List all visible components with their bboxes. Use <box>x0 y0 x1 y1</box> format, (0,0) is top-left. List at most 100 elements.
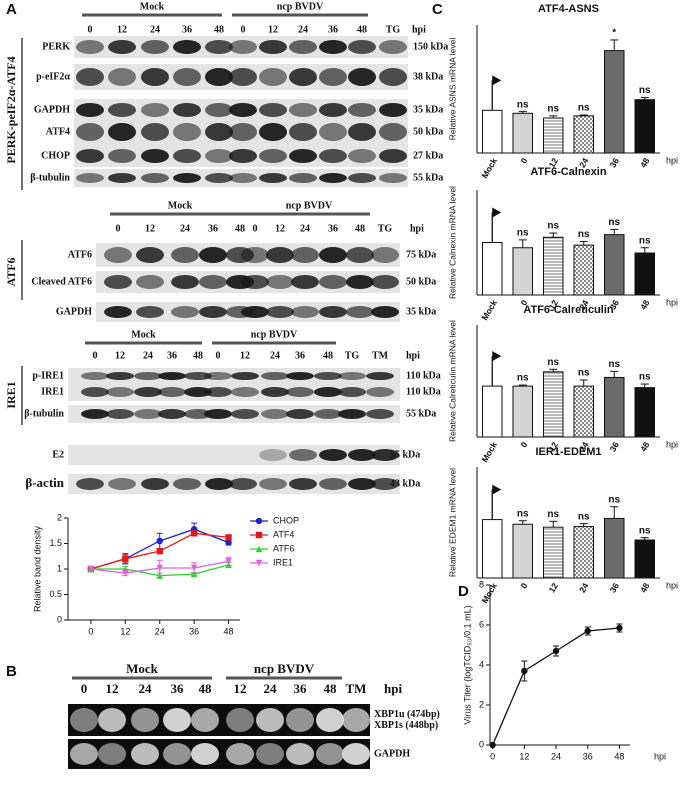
band <box>204 372 232 380</box>
group-label: ncp BVDV <box>286 200 333 211</box>
lane-label: 12 <box>275 223 285 234</box>
band <box>319 103 347 117</box>
group-label: Mock <box>126 661 159 676</box>
lane-label: 12 <box>117 24 127 35</box>
reference-flag <box>492 75 502 86</box>
lane-label: 24 <box>143 350 153 361</box>
x-tick-label: 12 <box>547 581 561 594</box>
marker <box>156 564 163 572</box>
band <box>81 372 109 380</box>
lane-label: 12 <box>115 350 125 361</box>
band <box>205 149 233 163</box>
size-label: 150 kDa <box>413 41 448 52</box>
band <box>141 68 169 86</box>
annotation: ns <box>608 494 620 505</box>
blot-side-label: ATF6 <box>4 257 18 286</box>
band <box>371 247 399 263</box>
lane-label: 0 <box>116 223 121 234</box>
y-tick-label: 6 <box>479 619 484 629</box>
annotation: ns <box>639 235 651 246</box>
bar <box>542 526 564 579</box>
band <box>259 149 287 163</box>
band <box>229 123 257 141</box>
band <box>289 68 317 86</box>
x-tick-label: 48 <box>614 751 624 761</box>
band <box>289 40 317 54</box>
bar <box>603 234 625 296</box>
lane-label: 12 <box>268 24 278 35</box>
band <box>173 103 201 117</box>
marker <box>156 547 163 555</box>
y-tick-label: 8 <box>479 579 484 589</box>
bar <box>634 387 656 438</box>
band <box>348 449 376 461</box>
y-axis-label: Relative Calnexin mRNA level <box>447 186 457 299</box>
lane-label: 0 <box>216 350 221 361</box>
marker <box>122 569 129 577</box>
band <box>346 275 374 289</box>
annotation: ns <box>578 229 590 240</box>
size-label: 43 kDa <box>390 478 420 489</box>
band <box>286 708 314 732</box>
x-tick-label: 0 <box>88 626 93 636</box>
band <box>348 149 376 163</box>
bar <box>481 385 503 438</box>
band <box>319 478 347 490</box>
bar <box>512 523 534 579</box>
band <box>259 68 287 86</box>
lane-label: 0 <box>93 350 98 361</box>
panel-label: B <box>6 663 17 680</box>
bar <box>512 112 534 154</box>
band <box>76 68 104 86</box>
lane-label: 0 <box>88 24 93 35</box>
x-tick-label: 0 <box>518 440 529 449</box>
x-axis-label: hpi <box>666 439 678 449</box>
band <box>289 478 317 490</box>
lane-label: TM <box>372 350 389 361</box>
y-tick-label: 0 <box>479 739 484 749</box>
band <box>141 478 169 490</box>
band <box>291 306 319 318</box>
lane-label: 24 <box>298 24 308 35</box>
band <box>70 708 98 732</box>
annotation: ns <box>578 511 590 522</box>
band <box>106 372 134 380</box>
y-tick-label: 2 <box>57 512 62 522</box>
band <box>259 40 287 54</box>
band <box>241 275 269 289</box>
band <box>231 409 259 419</box>
band <box>286 387 314 397</box>
protein-label: CHOP <box>41 150 70 161</box>
band <box>348 68 376 86</box>
lane-label: 36 <box>328 24 338 35</box>
band <box>108 68 136 86</box>
lane-label: 24 <box>264 681 278 696</box>
band <box>259 103 287 117</box>
band <box>76 40 104 54</box>
band <box>379 123 407 141</box>
lane-label: 36 <box>294 681 308 696</box>
lane-label: 36 <box>171 681 185 696</box>
x-tick-label: 12 <box>120 626 130 636</box>
blot-side-label: IRE1 <box>4 381 18 408</box>
band <box>141 123 169 141</box>
band <box>319 173 347 183</box>
band <box>371 275 399 289</box>
band <box>184 372 212 380</box>
marker <box>521 667 528 675</box>
annotation: ns <box>578 368 590 379</box>
y-axis-label: Relative Calreticulin mRNA level <box>447 320 457 442</box>
annotation: ns <box>547 221 559 232</box>
x-tick-label: 36 <box>608 298 622 311</box>
band <box>319 306 347 318</box>
band <box>319 247 347 263</box>
lane-label: 36 <box>295 350 305 361</box>
band <box>342 743 370 765</box>
y-tick-label: 1 <box>57 563 62 573</box>
marker <box>489 741 496 749</box>
band <box>229 173 257 183</box>
annotation: ns <box>547 509 559 520</box>
band <box>108 123 136 141</box>
band <box>226 708 254 732</box>
